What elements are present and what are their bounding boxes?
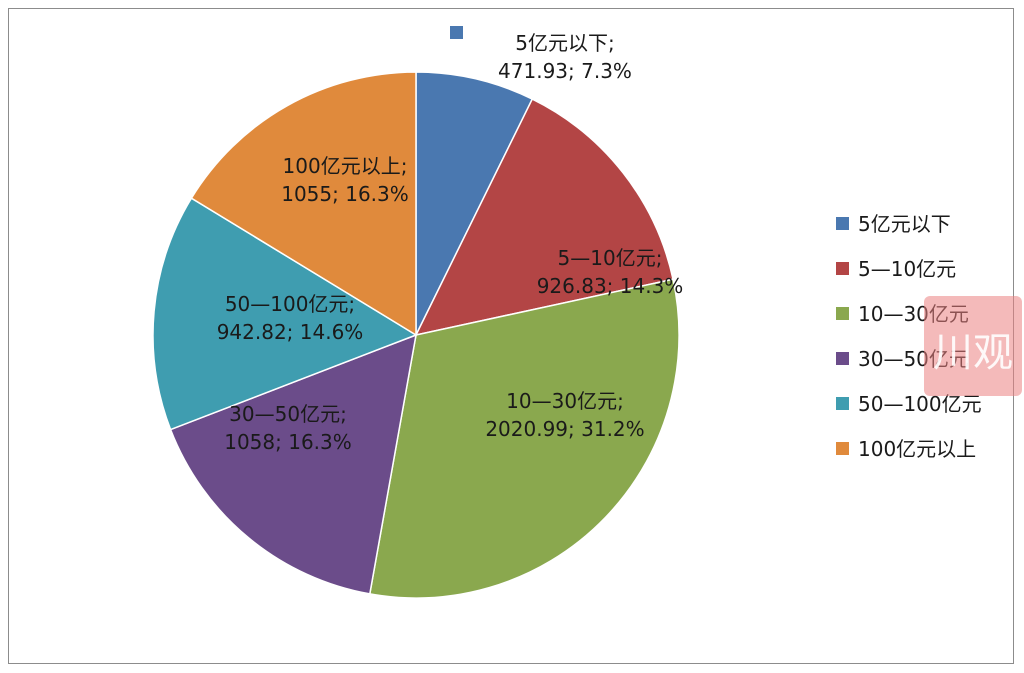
pie-slice-2 <box>368 278 680 599</box>
legend-swatch-2 <box>836 307 849 320</box>
legend-label-4: 50—100亿元 <box>858 392 982 416</box>
legend-swatch-1 <box>836 262 849 275</box>
legend-swatch-0 <box>836 217 849 230</box>
legend-label-5: 100亿元以上 <box>858 437 976 461</box>
slice-label-0-line-0: 5亿元以下; <box>515 31 614 55</box>
slice-label-1-line-1: 926.83; 14.3% <box>537 274 684 298</box>
pie-slice-0 <box>415 71 534 336</box>
watermark-text: 川观 <box>933 330 1013 376</box>
slice-label-4-line-1: 942.82; 14.6% <box>217 320 364 344</box>
legend-swatch-4 <box>836 397 849 410</box>
slice-label-4-line-0: 50—100亿元; <box>225 292 355 316</box>
legend-label-1: 5—10亿元 <box>858 257 956 281</box>
slice-label-2-line-0: 10—30亿元; <box>506 389 624 413</box>
slice-label-3-line-0: 30—50亿元; <box>229 402 347 426</box>
pie-slice-4 <box>152 197 418 431</box>
label-marker-0 <box>450 26 463 39</box>
legend-swatch-3 <box>836 352 849 365</box>
slice-label-2-line-1: 2020.99; 31.2% <box>485 417 644 441</box>
pie-slice-3 <box>169 333 417 595</box>
slice-label-5-line-0: 100亿元以上; <box>283 154 408 178</box>
pie-slice-5 <box>190 71 417 337</box>
slice-label-0-line-1: 471.93; 7.3% <box>498 59 632 83</box>
legend-swatch-5 <box>836 442 849 455</box>
slice-label-1-line-0: 5—10亿元; <box>558 246 663 270</box>
slice-label-5-line-1: 1055; 16.3% <box>281 182 409 206</box>
watermark-logo: 川观 <box>924 296 1022 396</box>
legend-label-0: 5亿元以下 <box>858 212 951 236</box>
pie-slice-1 <box>414 98 674 337</box>
slice-label-3-line-1: 1058; 16.3% <box>224 430 352 454</box>
